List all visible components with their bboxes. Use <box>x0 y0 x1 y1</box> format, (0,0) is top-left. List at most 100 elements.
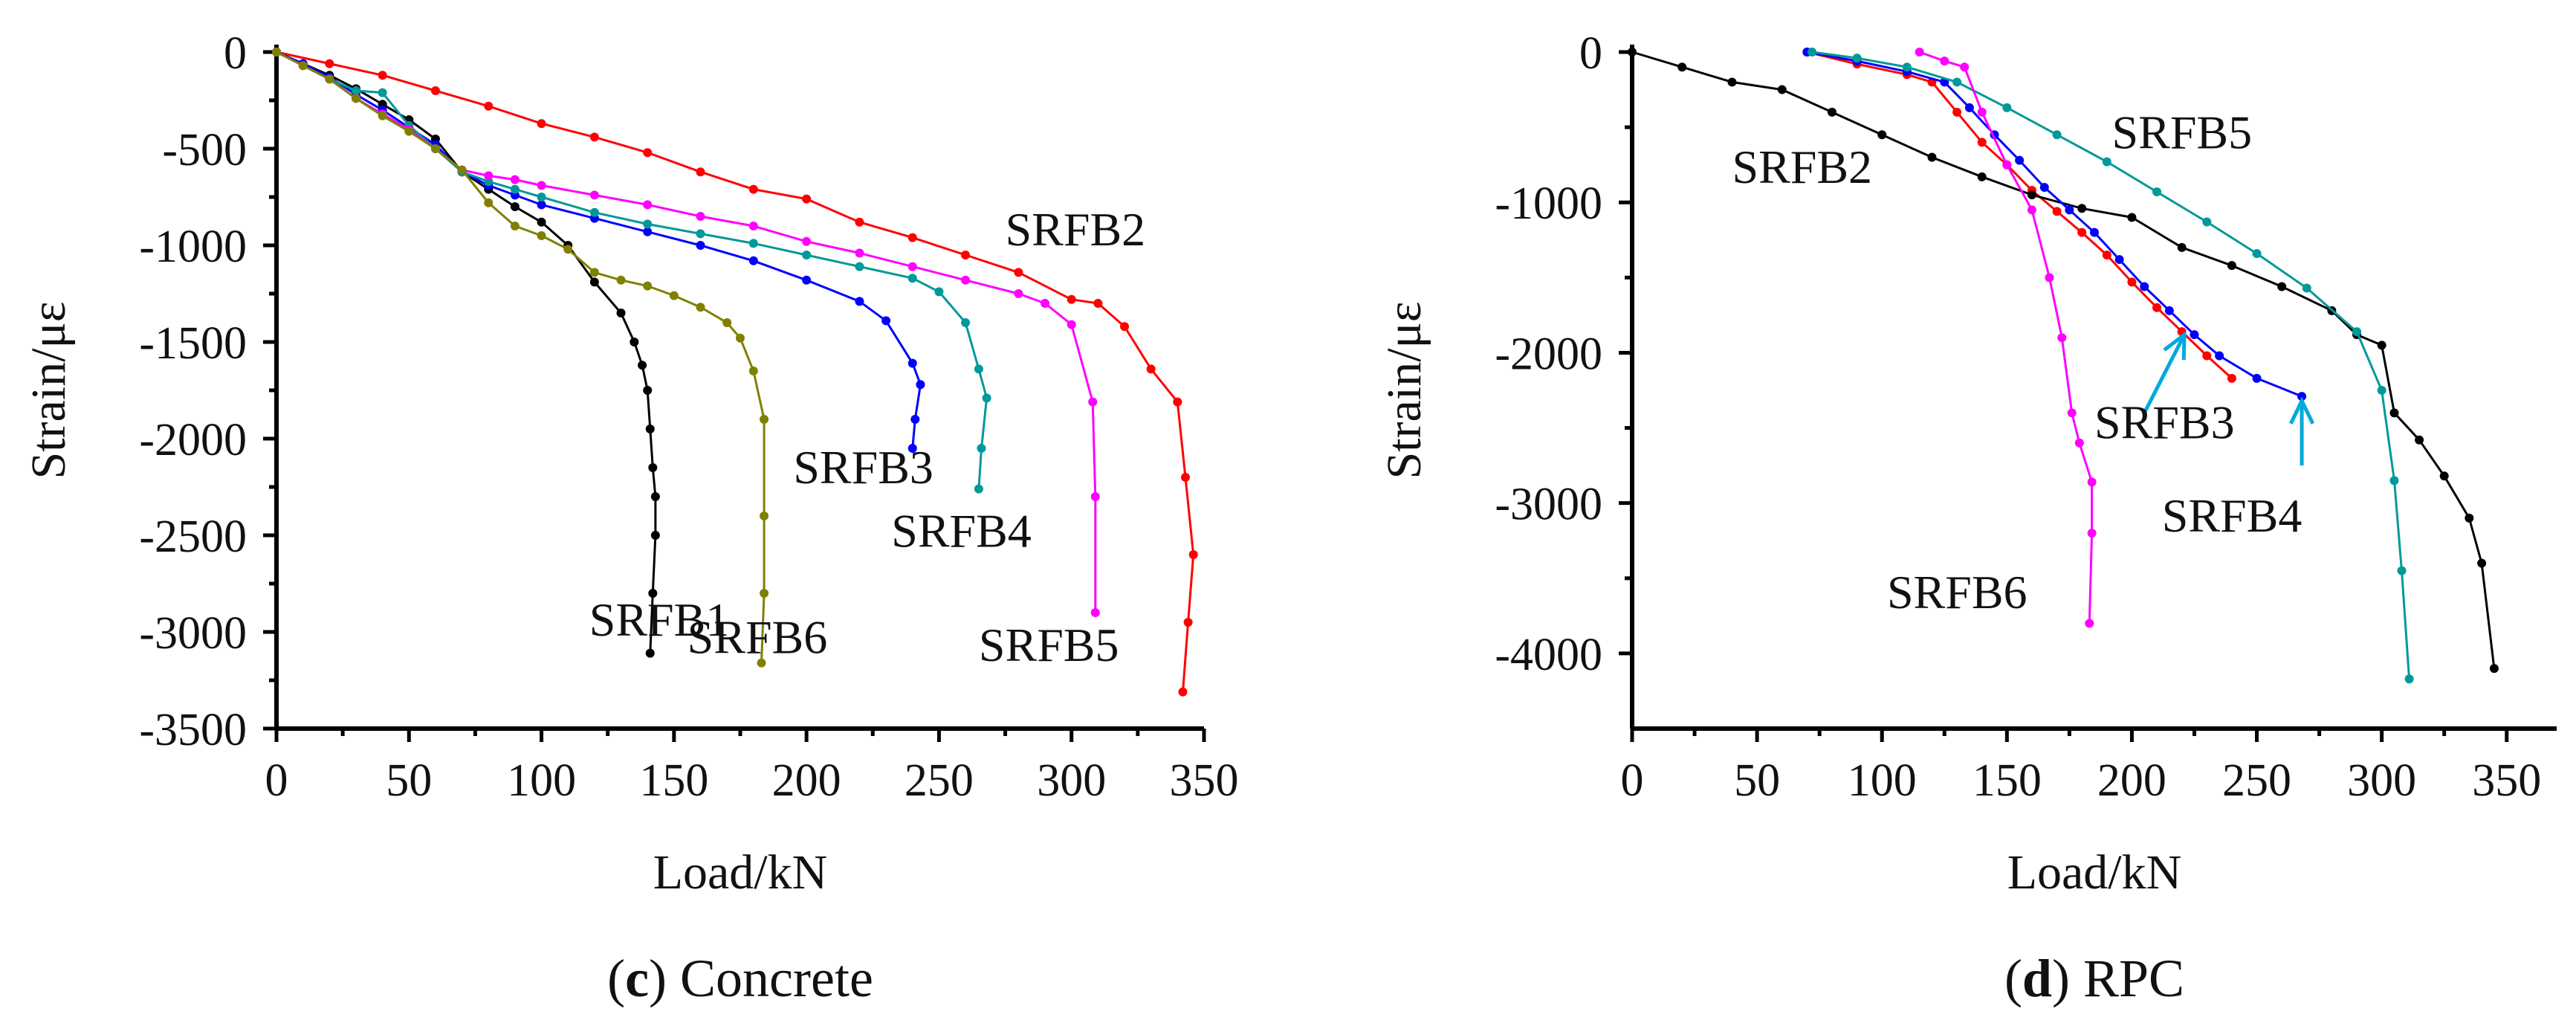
series-label-srfb2: SRFB2 <box>1732 141 1872 193</box>
x-tick-label: 200 <box>2097 755 2166 806</box>
data-point-srfb3 <box>2164 306 2174 315</box>
data-point-srfb6 <box>2045 273 2054 283</box>
series-line-srfb2 <box>276 51 1195 692</box>
data-point-srfb5 <box>748 222 758 230</box>
data-point-srfb6 <box>616 275 626 285</box>
data-point-srfb3 <box>2215 351 2224 361</box>
panel-caption: (d) RPC <box>2004 949 2184 1008</box>
data-point-srfb6 <box>510 222 520 230</box>
data-point-srfb2 <box>1173 397 1182 407</box>
data-point-srfb2 <box>1014 268 1023 277</box>
data-point-srfb2 <box>1727 77 1737 87</box>
data-point-srfb2 <box>1093 299 1103 308</box>
y-axis-title: Strain/με <box>1377 301 1431 479</box>
series-label-srfb5: SRFB5 <box>2112 106 2253 158</box>
data-point-srfb6 <box>760 415 769 424</box>
y-tick-label: -500 <box>162 125 247 175</box>
data-point-srfb6 <box>1977 107 1987 117</box>
data-point-srfb5 <box>510 175 520 184</box>
series-label-srfb5: SRFB5 <box>979 619 1119 671</box>
data-point-srfb3 <box>2190 330 2199 340</box>
panel-rpc: 0 50 100 150 200 250 300 350 0 -1000 -2000 -3000 -40… <box>1377 28 2557 1008</box>
data-point-srfb6 <box>748 367 758 375</box>
data-point-srfb5 <box>589 190 599 200</box>
data-point-srfb2 <box>1183 618 1193 627</box>
data-point-srfb6 <box>589 268 599 277</box>
data-point-srfb6 <box>2087 477 2097 487</box>
data-point-srfb1 <box>638 361 647 370</box>
data-point-srfb6 <box>2085 619 2094 628</box>
data-point-srfb5 <box>2152 187 2162 197</box>
data-point-srfb1 <box>510 202 520 211</box>
data-point-srfb3 <box>2065 205 2074 215</box>
data-point-srfb2 <box>325 59 334 68</box>
data-point-srfb1 <box>645 425 655 433</box>
data-point-srfb1 <box>650 492 660 501</box>
data-point-srfb4 <box>643 219 653 229</box>
data-point-srfb4 <box>748 239 758 248</box>
data-point-srfb5 <box>1041 299 1050 308</box>
data-point-srfb2 <box>961 251 971 259</box>
x-tick-label: 50 <box>386 755 432 806</box>
data-point-srfb4 <box>974 364 983 374</box>
data-point-srfb6 <box>378 111 387 120</box>
data-point-srfb2 <box>2465 513 2474 523</box>
data-point-srfb4 <box>378 88 387 97</box>
x-tick-label: 250 <box>2222 755 2291 806</box>
series-label-srfb2: SRFB2 <box>1006 203 1146 256</box>
data-point-srfb3 <box>907 358 917 368</box>
caption-paren-close: ) <box>649 949 667 1008</box>
data-point-srfb3 <box>916 380 925 390</box>
y-tick-label: 0 <box>1579 28 1602 79</box>
data-point-srfb5 <box>2352 327 2362 337</box>
data-point-srfb3 <box>2015 155 2025 165</box>
y-tick-label: -2000 <box>139 415 247 465</box>
data-point-srfb6 <box>760 589 769 598</box>
data-point-srfb5 <box>907 262 917 271</box>
data-point-srfb6 <box>404 126 414 136</box>
caption-paren-open: ( <box>2004 949 2022 1008</box>
data-point-srfb5 <box>643 200 653 210</box>
series-label-srfb6: SRFB6 <box>687 611 828 664</box>
y-axis-title: Strain/με <box>22 301 76 479</box>
data-point-srfb2 <box>1178 687 1188 697</box>
y-tick-label: -1500 <box>139 318 247 369</box>
data-point-srfb5 <box>802 236 812 246</box>
caption-text: Concrete <box>667 949 873 1008</box>
caption-text: RPC <box>2070 949 2184 1008</box>
data-point-srfb6 <box>563 245 573 254</box>
data-point-srfb3 <box>696 241 705 250</box>
data-point-srfb2 <box>748 184 758 194</box>
x-tick-label: 0 <box>265 755 288 806</box>
data-point-srfb5 <box>1808 48 1817 57</box>
data-point-srfb2 <box>907 233 917 242</box>
data-point-srfb5 <box>2404 674 2414 684</box>
data-point-srfb3 <box>537 200 546 210</box>
data-point-srfb3 <box>643 227 653 236</box>
data-point-srfb3 <box>910 415 920 424</box>
data-point-srfb6 <box>760 512 769 520</box>
data-point-srfb3 <box>2114 255 2124 265</box>
data-point-srfb2 <box>1628 48 1637 57</box>
data-point-srfb4 <box>907 274 917 283</box>
data-point-srfb2 <box>2389 408 2399 418</box>
annotation-arrow-head <box>2163 331 2187 361</box>
data-point-srfb5 <box>2252 248 2262 258</box>
y-tick-label: -4000 <box>1495 630 1602 680</box>
data-point-srfb6 <box>430 144 440 153</box>
data-point-srfb5 <box>2052 130 2062 140</box>
data-point-srfb2 <box>1067 294 1076 304</box>
data-point-srfb2 <box>1777 85 1787 94</box>
data-point-srfb1 <box>616 309 626 317</box>
data-point-srfb4 <box>696 229 705 239</box>
data-point-srfb1 <box>2227 373 2236 383</box>
data-point-srfb2 <box>2377 341 2386 350</box>
data-point-srfb3 <box>855 297 864 306</box>
data-point-srfb2 <box>589 132 599 142</box>
caption-paren-open: ( <box>607 949 625 1008</box>
data-point-srfb4 <box>802 251 812 259</box>
data-point-srfb6 <box>736 333 745 343</box>
data-point-srfb6 <box>1940 57 1949 66</box>
x-tick-label: 100 <box>1848 755 1917 806</box>
x-axis-title: Load/kN <box>653 845 828 900</box>
